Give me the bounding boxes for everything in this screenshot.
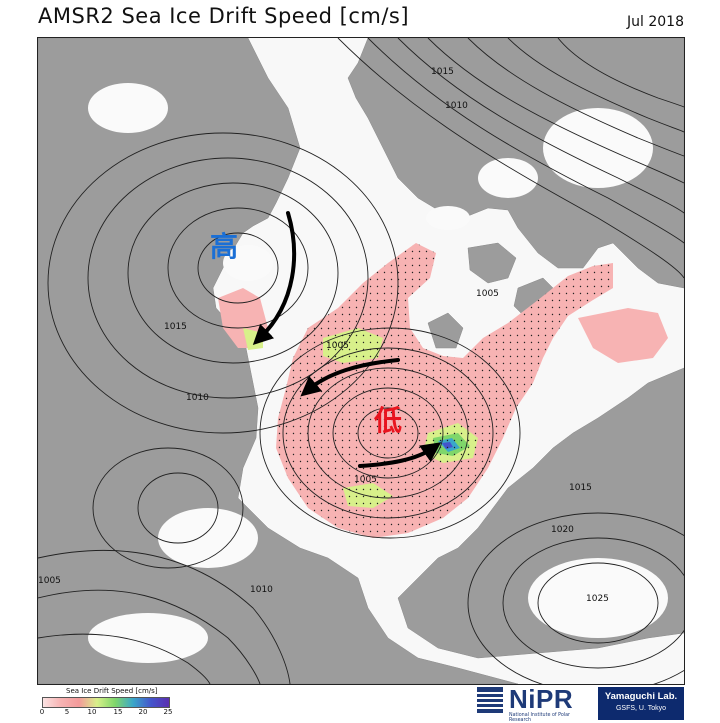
map-date: Jul 2018 — [627, 14, 684, 30]
isobar-label: 1005 — [476, 289, 499, 299]
isobar-label: 1015 — [569, 483, 592, 493]
isobar-label: 1020 — [551, 525, 574, 535]
colorbar-tick: 10 — [87, 708, 97, 716]
isobar-label: 1010 — [186, 393, 209, 403]
nipr-subtitle: National Institute of Polar Research — [509, 713, 571, 723]
low-pressure-marker: 低 — [373, 404, 402, 437]
map-canvas: 1015 1010 1015 1005 1010 1005 1005 1015 … — [38, 38, 684, 684]
low-lying-areas — [88, 83, 668, 663]
yamaguchi-lab-logo: Yamaguchi Lab. GSFS, U. Tokyo — [598, 687, 684, 720]
nipr-logo: NiPR National Institute of Polar Researc… — [477, 684, 592, 723]
lab-subtitle: GSFS, U. Tokyo — [615, 705, 667, 712]
colorbar-tick: 15 — [113, 708, 123, 716]
nipr-emblem-icon — [477, 687, 503, 713]
high-pressure-marker: 高 — [210, 230, 238, 263]
circulation-arrows — [252, 211, 442, 468]
nipr-name: NiPR — [509, 684, 574, 714]
sea-ice-drift-map: 1015 1010 1015 1005 1010 1005 1005 1015 … — [37, 37, 685, 685]
isobar-label: 1010 — [250, 585, 273, 595]
isobar-label: 1005 — [38, 576, 61, 586]
isobar-label: 1010 — [445, 101, 468, 111]
colorbar-ticks: 0 5 10 15 20 25 — [36, 708, 176, 718]
transpolar-arrow — [300, 358, 400, 397]
isobar-label: 1025 — [586, 594, 609, 604]
isobar-label: 1005 — [326, 341, 349, 351]
map-title: AMSR2 Sea Ice Drift Speed [cm/s] — [38, 4, 410, 28]
high-flow-arrow — [252, 211, 297, 345]
colorbar-tick: 25 — [163, 708, 173, 716]
lab-name: Yamaguchi Lab. — [604, 691, 678, 702]
isobar-label-group: 1015 1010 1015 1005 1010 1005 1005 1015 … — [38, 67, 609, 604]
isobar-label: 1005 — [354, 475, 377, 485]
low-flow-arrow — [358, 442, 442, 468]
colorbar-tick: 20 — [138, 708, 148, 716]
colorbar-title: Sea Ice Drift Speed [cm/s] — [66, 687, 158, 695]
isobar-label: 1015 — [431, 67, 454, 77]
colorbar — [42, 697, 170, 708]
colorbar-tick: 5 — [64, 708, 70, 716]
colorbar-tick: 0 — [39, 708, 45, 716]
isobar-label: 1015 — [164, 322, 187, 332]
isobar-lines — [38, 38, 684, 684]
